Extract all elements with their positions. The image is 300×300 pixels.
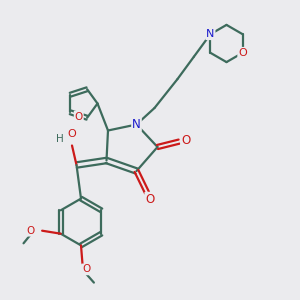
Text: O: O xyxy=(181,134,190,147)
Text: O: O xyxy=(68,129,76,139)
Text: N: N xyxy=(206,29,214,39)
Text: H: H xyxy=(56,134,63,144)
Text: O: O xyxy=(27,226,35,236)
Text: O: O xyxy=(75,112,83,122)
Text: N: N xyxy=(132,118,141,131)
Text: O: O xyxy=(146,193,154,206)
Text: O: O xyxy=(82,264,90,274)
Text: O: O xyxy=(238,48,247,58)
